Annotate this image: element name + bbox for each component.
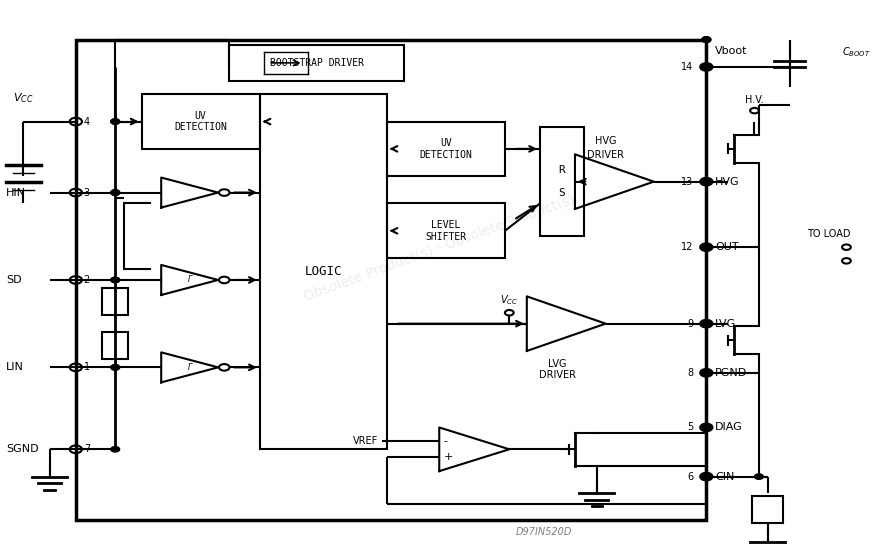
Text: 12: 12 — [681, 242, 693, 252]
Circle shape — [702, 64, 711, 70]
Circle shape — [702, 425, 711, 430]
Text: PGND: PGND — [715, 368, 747, 378]
Bar — [386, 121, 505, 176]
Circle shape — [111, 190, 120, 195]
Text: LEVEL
SHIFTER: LEVEL SHIFTER — [425, 220, 466, 242]
Text: OUT: OUT — [715, 242, 738, 252]
Bar — [386, 204, 505, 258]
Circle shape — [702, 37, 711, 42]
Text: H.V.: H.V. — [745, 95, 764, 105]
Circle shape — [754, 474, 763, 479]
Bar — [229, 45, 404, 81]
Text: 5: 5 — [687, 422, 693, 433]
Bar — [76, 40, 707, 520]
Text: DIAG: DIAG — [715, 422, 743, 433]
Text: 1: 1 — [84, 362, 90, 372]
Text: UV
DETECTION: UV DETECTION — [420, 138, 473, 160]
Text: TO LOAD: TO LOAD — [807, 229, 851, 239]
Text: $V_{CC}$: $V_{CC}$ — [13, 91, 33, 105]
Bar — [142, 94, 260, 149]
Text: DRIVER: DRIVER — [539, 370, 576, 380]
Bar — [102, 332, 128, 359]
Circle shape — [111, 365, 120, 370]
Text: D97IN520D: D97IN520D — [517, 526, 573, 537]
Text: 7: 7 — [84, 444, 90, 454]
Circle shape — [702, 64, 711, 70]
Text: HVG: HVG — [595, 136, 616, 146]
Circle shape — [702, 37, 711, 42]
Text: BOOTSTRAP DRIVER: BOOTSTRAP DRIVER — [269, 58, 363, 68]
Circle shape — [111, 277, 120, 283]
Text: LOGIC: LOGIC — [304, 265, 342, 278]
Circle shape — [702, 37, 711, 42]
Circle shape — [702, 244, 711, 250]
Text: 9: 9 — [687, 318, 693, 329]
Bar — [540, 127, 583, 236]
Text: 3: 3 — [84, 188, 90, 198]
Circle shape — [702, 370, 711, 376]
Text: 14: 14 — [681, 62, 693, 72]
Circle shape — [702, 321, 711, 327]
Text: 4: 4 — [84, 116, 90, 127]
Circle shape — [702, 179, 711, 184]
Text: LIN: LIN — [6, 362, 24, 372]
Circle shape — [702, 474, 711, 479]
Circle shape — [111, 277, 120, 283]
Text: 2: 2 — [84, 275, 90, 285]
Text: Obsolete Product(s) - Obsolete Product(s): Obsolete Product(s) - Obsolete Product(s… — [302, 192, 576, 303]
Text: DRIVER: DRIVER — [587, 150, 624, 160]
Text: +: + — [444, 452, 453, 462]
Text: LVG: LVG — [715, 318, 737, 329]
Text: -: - — [444, 436, 448, 446]
Text: 6: 6 — [687, 472, 693, 481]
Text: CIN: CIN — [715, 472, 735, 481]
Circle shape — [111, 119, 120, 124]
Text: HVG: HVG — [715, 177, 740, 187]
Circle shape — [111, 365, 120, 370]
Text: SGND: SGND — [6, 444, 39, 454]
Circle shape — [702, 370, 711, 376]
Circle shape — [702, 244, 711, 250]
Text: R

S: R S — [559, 165, 565, 198]
Text: SD: SD — [6, 275, 21, 285]
Circle shape — [111, 119, 120, 124]
Text: Г: Г — [187, 363, 192, 372]
Circle shape — [111, 446, 120, 452]
Text: Г: Г — [187, 276, 192, 284]
Text: $V_{CC}$: $V_{CC}$ — [500, 294, 518, 307]
Text: UV
DETECTION: UV DETECTION — [174, 111, 227, 132]
Bar — [752, 496, 783, 523]
Text: HIN: HIN — [6, 188, 26, 198]
Bar — [102, 288, 128, 316]
Text: Vboot: Vboot — [715, 46, 748, 56]
Text: VREF: VREF — [353, 436, 378, 446]
Text: 8: 8 — [687, 368, 693, 378]
Bar — [260, 94, 386, 449]
Circle shape — [702, 64, 711, 70]
Circle shape — [702, 474, 711, 479]
Text: $C_{BOOT}$: $C_{BOOT}$ — [842, 45, 871, 59]
Circle shape — [111, 190, 120, 195]
Circle shape — [702, 425, 711, 430]
Text: LVG: LVG — [548, 359, 567, 369]
Text: 13: 13 — [681, 177, 693, 187]
Circle shape — [111, 190, 120, 195]
Circle shape — [702, 474, 711, 479]
